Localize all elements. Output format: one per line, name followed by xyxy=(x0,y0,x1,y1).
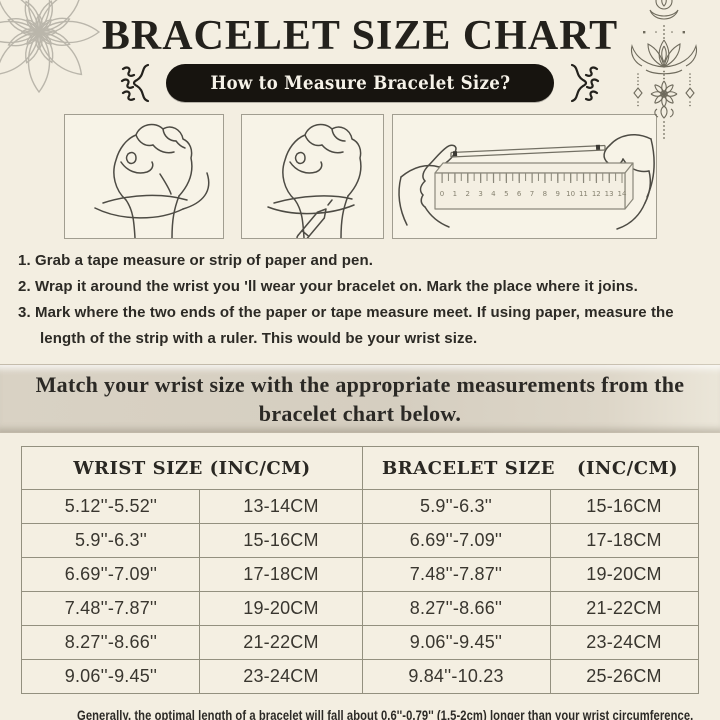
ruler-measure-illustration: 0 1 2 3 4 5 6 7 8 9 10 11 12 13 14 xyxy=(391,114,657,239)
ruler-scale: 0 1 2 3 4 5 6 7 8 9 10 11 12 13 14 xyxy=(439,190,626,198)
size-value-cell: 5.12''-5.52'' xyxy=(21,489,201,524)
footnote: Generally, the optimal length of a brace… xyxy=(0,707,720,720)
instruction-step: 1. Grab a tape measure or strip of paper… xyxy=(18,252,373,269)
size-value-cell: 5.9''-6.3'' xyxy=(21,523,201,558)
curly-flourish-icon xyxy=(120,63,149,103)
table-row: 6.69''-7.09'' 17-18CM 7.48''-7.87'' 19-2… xyxy=(21,557,699,592)
banner-text: Match your wrist size with the appropria… xyxy=(35,371,685,426)
subtitle-row: How to Measure Bracelet Size? xyxy=(0,63,720,103)
svg-text:12: 12 xyxy=(591,190,600,198)
table-row: 9.06''-9.45'' 23-24CM 9.84''-10.23 25-26… xyxy=(21,659,699,694)
bracelet-header-name: BRACELET SIZE xyxy=(381,457,555,479)
table-header-row: WRIST SIZE (INC/CM) BRACELET SIZE (INC/CM… xyxy=(21,446,699,490)
bracelet-header-unit: (INC/CM) xyxy=(576,457,679,479)
table-row: 7.48''-7.87'' 19-20CM 8.27''-8.66'' 21-2… xyxy=(21,591,699,626)
svg-text:9: 9 xyxy=(555,190,559,198)
size-value-cell: 25-26CM xyxy=(549,659,699,694)
measuring-illustrations: 0 1 2 3 4 5 6 7 8 9 10 11 12 13 14 xyxy=(0,114,720,239)
size-value-cell: 15-16CM xyxy=(549,489,699,524)
table-row: 5.12''-5.52'' 13-14CM 5.9''-6.3'' 15-16C… xyxy=(21,489,699,524)
match-size-banner: Match your wrist size with the appropria… xyxy=(0,364,720,433)
curly-flourish-icon xyxy=(571,63,600,103)
size-value-cell: 19-20CM xyxy=(549,557,699,592)
size-value-cell: 6.69''-7.09'' xyxy=(361,523,551,558)
how-to-measure-pill: How to Measure Bracelet Size? xyxy=(165,64,555,102)
svg-text:5: 5 xyxy=(504,190,508,198)
fist-pen-drawing xyxy=(266,123,362,238)
svg-text:11: 11 xyxy=(578,190,587,198)
size-value-cell: 9.06''-9.45'' xyxy=(21,659,201,694)
size-value-cell: 5.9''-6.3'' xyxy=(361,489,551,524)
size-value-cell: 23-24CM xyxy=(549,625,699,660)
size-value-cell: 7.48''-7.87'' xyxy=(21,591,201,626)
svg-text:6: 6 xyxy=(516,190,521,198)
size-value-cell: 19-20CM xyxy=(199,591,363,626)
size-value-cell: 8.27''-8.66'' xyxy=(21,625,201,660)
svg-text:1: 1 xyxy=(452,190,456,198)
svg-text:8: 8 xyxy=(542,190,546,198)
size-chart-table: WRIST SIZE (INC/CM) BRACELET SIZE (INC/CM… xyxy=(21,446,699,694)
fist-pen-illustration xyxy=(240,114,384,239)
size-value-cell: 9.84''-10.23 xyxy=(361,659,551,694)
size-value-cell: 6.69''-7.09'' xyxy=(21,557,201,592)
fist-tape-illustration xyxy=(63,114,224,239)
footnote-text: Generally, the optimal length of a brace… xyxy=(77,707,694,720)
svg-text:2: 2 xyxy=(465,190,469,198)
table-row: 8.27''-8.66'' 21-22CM 9.06''-9.45'' 23-2… xyxy=(21,625,699,660)
ruler-drawing: 0 1 2 3 4 5 6 7 8 9 10 11 12 13 14 xyxy=(397,133,655,230)
size-value-cell: 17-18CM xyxy=(549,523,699,558)
size-value-cell: 21-22CM xyxy=(549,591,699,626)
bracelet-size-header: BRACELET SIZE (INC/CM) xyxy=(361,446,699,490)
size-value-cell: 13-14CM xyxy=(199,489,363,524)
svg-text:3: 3 xyxy=(478,190,482,198)
svg-text:10: 10 xyxy=(566,190,575,198)
size-value-cell: 23-24CM xyxy=(199,659,363,694)
size-value-cell: 21-22CM xyxy=(199,625,363,660)
svg-text:4: 4 xyxy=(491,190,496,198)
svg-text:0: 0 xyxy=(439,190,443,198)
instruction-list: 1. Grab a tape measure or strip of paper… xyxy=(0,248,720,352)
instruction-step: 3. Mark where the two ends of the paper … xyxy=(18,304,674,347)
svg-text:14: 14 xyxy=(617,190,626,198)
instruction-step: 2. Wrap it around the wrist you 'll wear… xyxy=(18,278,638,295)
pill-label: How to Measure Bracelet Size? xyxy=(210,72,510,94)
size-value-cell: 9.06''-9.45'' xyxy=(361,625,551,660)
page-title: BRACELET SIZE CHART xyxy=(101,13,619,59)
svg-text:7: 7 xyxy=(529,190,533,198)
fist-tape-drawing xyxy=(93,123,209,238)
svg-text:13: 13 xyxy=(604,190,613,198)
size-value-cell: 7.48''-7.87'' xyxy=(361,557,551,592)
size-value-cell: 15-16CM xyxy=(199,523,363,558)
wrist-size-header: WRIST SIZE (INC/CM) xyxy=(21,446,363,490)
size-value-cell: 8.27''-8.66'' xyxy=(361,591,551,626)
size-value-cell: 17-18CM xyxy=(199,557,363,592)
table-row: 5.9''-6.3'' 15-16CM 6.69''-7.09'' 17-18C… xyxy=(21,523,699,558)
